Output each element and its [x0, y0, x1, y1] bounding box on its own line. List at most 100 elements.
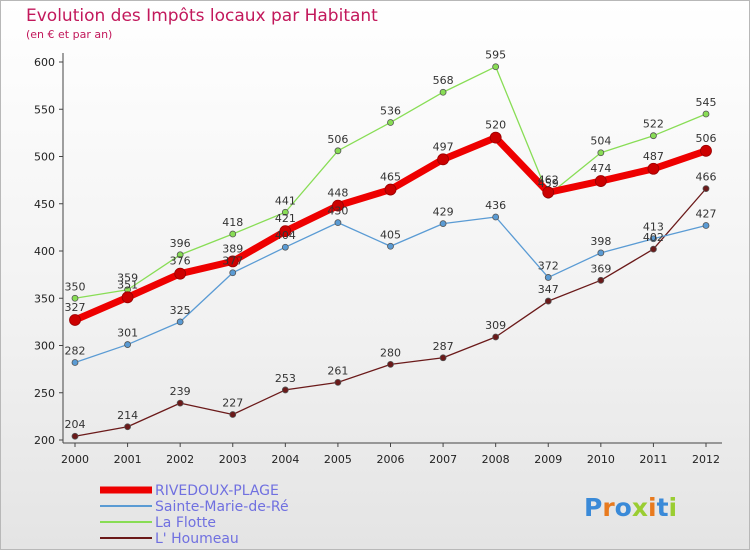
data-point: [492, 213, 500, 221]
data-label: 301: [117, 327, 138, 340]
proxiti-logo: Proxiti: [584, 493, 677, 522]
data-label: 474: [590, 162, 611, 175]
data-label: 239: [170, 385, 191, 398]
data-point: [650, 235, 657, 243]
data-point: [229, 269, 237, 277]
data-label: 595: [485, 49, 506, 62]
data-point: [279, 225, 292, 238]
x-tick-label: 2003: [219, 453, 247, 466]
data-point: [174, 267, 187, 280]
data-point: [437, 153, 449, 166]
data-point: [387, 360, 394, 368]
data-point: [334, 378, 342, 386]
data-label: 402: [643, 231, 664, 244]
y-tick-label: 350: [34, 292, 55, 305]
logo-letter: t: [657, 493, 669, 522]
data-point: [281, 208, 289, 216]
data-label: 429: [433, 206, 454, 219]
data-point: [226, 255, 239, 268]
data-point: [71, 359, 79, 366]
x-tick-label: 2004: [271, 453, 299, 466]
data-label: 253: [275, 372, 296, 385]
legend-label: Sainte-Marie-de-Ré: [155, 499, 289, 515]
data-point: [121, 291, 134, 304]
x-tick-label: 2000: [61, 453, 89, 466]
data-point: [594, 175, 607, 187]
data-point: [544, 274, 552, 281]
y-tick-label: 550: [34, 103, 55, 116]
y-tick-label: 300: [34, 340, 55, 353]
data-label: 347: [538, 283, 559, 296]
data-label: 520: [485, 119, 506, 132]
data-point: [71, 432, 79, 440]
data-point: [597, 276, 605, 284]
y-tick-label: 500: [34, 151, 55, 164]
data-label: 413: [643, 221, 664, 234]
x-tick-label: 2002: [166, 453, 194, 466]
logo-letter: P: [584, 493, 602, 522]
data-label: 405: [380, 228, 401, 241]
data-point: [702, 110, 710, 118]
data-label: 287: [433, 340, 454, 353]
data-label: 377: [222, 255, 243, 268]
data-label: 369: [590, 262, 611, 275]
data-point: [489, 131, 502, 144]
data-label: 418: [222, 216, 243, 229]
data-point: [702, 222, 710, 229]
x-tick-label: 2001: [114, 453, 142, 466]
logo-letter: r: [602, 493, 615, 522]
data-label: 459: [538, 177, 559, 190]
data-point: [334, 219, 342, 227]
data-label: 430: [327, 205, 348, 218]
x-tick-label: 2009: [534, 453, 562, 466]
data-label: 497: [433, 140, 454, 153]
data-point: [439, 354, 447, 362]
x-tick-label: 2010: [587, 453, 615, 466]
data-label: 325: [170, 304, 191, 317]
data-label: 214: [117, 409, 138, 422]
data-point: [650, 245, 657, 253]
data-point: [176, 318, 184, 326]
data-point: [702, 185, 710, 193]
data-point: [700, 144, 712, 157]
data-label: 398: [590, 235, 611, 248]
y-tick-labels: 200 250 300 350 400 450 500 550 600: [34, 56, 63, 447]
data-point: [176, 251, 184, 259]
data-point: [387, 242, 394, 250]
data-point: [124, 423, 131, 431]
data-label: 504: [590, 135, 611, 148]
data-point: [334, 147, 342, 155]
y-tick-label: 450: [34, 198, 55, 211]
data-label: 506: [327, 133, 348, 146]
data-point: [332, 199, 344, 212]
data-label: 462: [538, 173, 559, 186]
data-point: [439, 220, 447, 227]
data-label: 465: [380, 171, 401, 184]
data-point: [650, 132, 657, 140]
data-label: 487: [643, 150, 664, 163]
data-label: 350: [65, 280, 86, 293]
data-label: 441: [275, 194, 296, 207]
series-lines: [69, 63, 712, 440]
data-label: 396: [170, 237, 191, 250]
logo-letter: i: [648, 493, 657, 522]
data-labels: 204 214 239 227 253 261 280 287 309 347 369 402 466 2…: [65, 49, 717, 431]
data-label: 372: [538, 259, 559, 272]
data-point: [387, 119, 394, 126]
data-label: 282: [65, 345, 86, 358]
data-point: [124, 341, 131, 348]
data-point: [492, 63, 500, 71]
data-point: [439, 88, 447, 96]
data-label: 568: [433, 74, 454, 87]
legend-label: RIVEDOUX-PLAGE: [155, 483, 279, 499]
y-tick-label: 200: [34, 434, 55, 447]
data-point: [647, 162, 660, 175]
data-point: [597, 149, 605, 157]
data-label: 376: [170, 255, 191, 268]
legend-label: La Flotte: [155, 515, 216, 531]
data-label: 536: [380, 104, 401, 117]
data-label: 204: [65, 418, 86, 431]
data-point: [281, 386, 289, 394]
